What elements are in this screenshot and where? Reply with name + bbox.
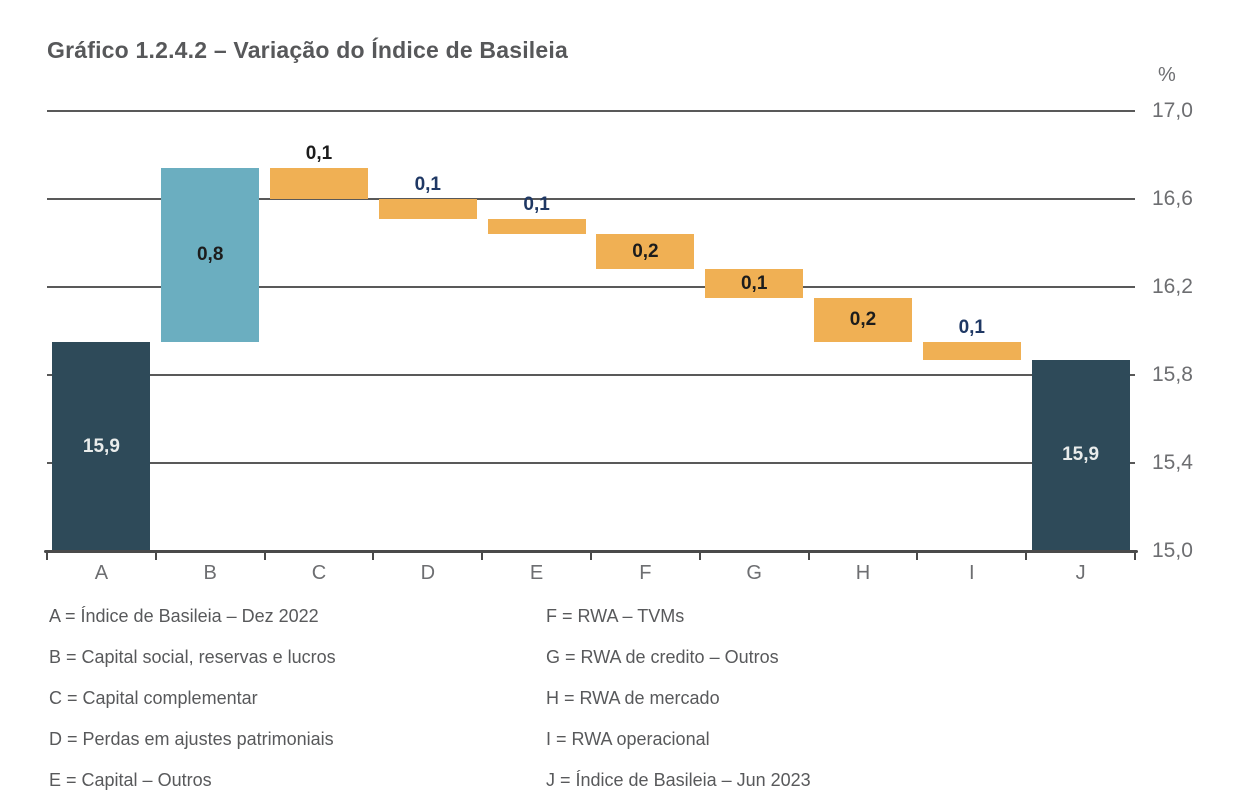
legend-item: J = Índice de Basileia – Jun 2023: [546, 770, 811, 790]
x-axis-tick: [1134, 551, 1136, 560]
legend-item: D = Perdas em ajustes patrimoniais: [49, 729, 334, 749]
legend-item: B = Capital social, reservas e lucros: [49, 647, 336, 667]
x-axis-category-label-E: E: [529, 562, 544, 584]
x-axis-tick: [807, 551, 810, 560]
legend-item: C = Capital complementar: [49, 688, 258, 708]
x-axis-category-label-I: I: [969, 562, 975, 584]
legend-item: E = Capital – Outros: [49, 770, 212, 790]
x-axis-category-label-F: F: [639, 562, 652, 584]
legend-item: A = Índice de Basileia – Dez 2022: [49, 606, 319, 626]
bar-F: [596, 234, 695, 270]
x-axis-tick: [916, 551, 919, 560]
bar-C: [270, 168, 368, 199]
legend-left-column: A = Índice de Basileia – Dez 2022 B = Cap…: [49, 606, 336, 811]
bar-value-label-I: 0,1: [958, 317, 985, 338]
x-axis-tick: [1025, 551, 1028, 560]
legend-item: H = RWA de mercado: [546, 688, 720, 708]
x-axis-tick: [590, 551, 592, 560]
y-axis-tick-label: 15,0: [1152, 539, 1193, 562]
bar-H: [814, 298, 912, 342]
bar-value-label-C: 0,1: [305, 143, 333, 165]
y-axis-unit-label: %: [1158, 64, 1176, 86]
x-axis-tick: [372, 551, 375, 560]
x-axis-tick: [154, 551, 157, 560]
x-axis-tick: [698, 551, 701, 560]
legend-item: I = RWA operacional: [546, 729, 710, 749]
x-axis-category-label-G: G: [746, 562, 762, 584]
y-axis-tick-label: 16,6: [1152, 187, 1193, 210]
bar-value-label-E: 0,1: [523, 193, 550, 215]
bar-value-label-H: 0,2: [849, 309, 877, 330]
x-axis-category-label-A: A: [94, 562, 109, 584]
page-title: Gráfico 1.2.4.2 – Variação do Índice de …: [47, 37, 568, 64]
bar-G: [705, 269, 804, 298]
bar-value-label-F: 0,2: [632, 240, 659, 262]
bar-value-label-A: 15,9: [82, 435, 120, 457]
x-axis-category-label-B: B: [203, 562, 217, 584]
y-axis-tick-label: 15,4: [1152, 451, 1193, 474]
y-axis-tick-label: 15,8: [1152, 363, 1193, 386]
legend-item: F = RWA – TVMs: [546, 606, 685, 626]
y-axis-tick-label: 17,0: [1152, 99, 1193, 122]
gridline: [47, 286, 1135, 288]
bar-value-label-G: 0,1: [740, 272, 768, 294]
x-axis-category-label-C: C: [311, 562, 327, 584]
gridline: [47, 462, 1135, 464]
x-axis-category-label-H: H: [855, 562, 871, 584]
bar-B: [161, 168, 260, 342]
bar-A: [52, 342, 151, 551]
bar-E: [487, 218, 586, 235]
bar-I: [922, 342, 1021, 360]
x-axis-tick: [263, 551, 266, 560]
gridline: [47, 110, 1135, 112]
x-axis-tick: [46, 551, 48, 560]
y-axis-tick-label: 16,2: [1152, 275, 1193, 298]
bar-J: [1031, 359, 1130, 551]
bar-value-label-B: 0,8: [196, 244, 224, 266]
x-axis-category-label-D: D: [420, 562, 436, 584]
legend-item: G = RWA de credito – Outros: [546, 647, 779, 667]
bar-D: [378, 199, 477, 219]
legend-right-column: F = RWA – TVMs G = RWA de credito – Outro…: [546, 606, 811, 811]
gridline: [47, 374, 1135, 376]
x-axis-category-label-J: J: [1075, 562, 1086, 584]
bar-value-label-D: 0,1: [414, 174, 441, 195]
x-axis-tick: [481, 551, 484, 560]
gridline: [47, 198, 1135, 200]
bar-value-label-J: 15,9: [1062, 444, 1100, 466]
